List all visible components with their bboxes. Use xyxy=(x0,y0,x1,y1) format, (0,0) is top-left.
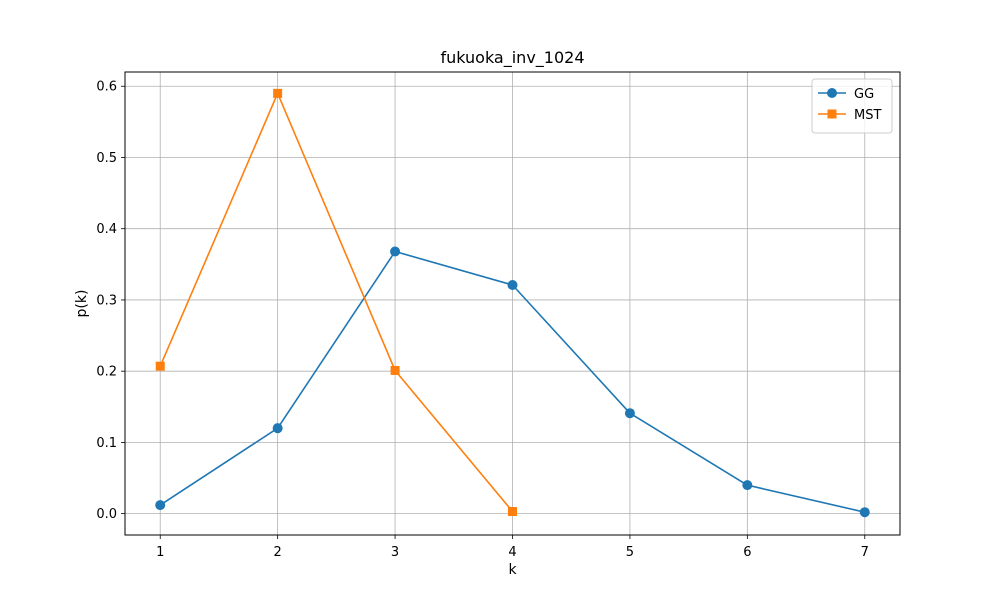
series-mst-line xyxy=(159,92,514,513)
axis-ticks: 1 2 3 4 5 6 7 0.0 0.1 0.2 0.3 0.4 0.5 0.6 xyxy=(96,80,869,560)
legend-item-mst: MST xyxy=(818,108,881,123)
mst-marker xyxy=(390,365,400,375)
legend-item-gg: GG xyxy=(818,87,874,102)
y-axis-label: p(k) xyxy=(74,290,90,318)
gg-marker xyxy=(272,423,283,434)
x-tick-label: 7 xyxy=(861,545,869,560)
grid xyxy=(125,72,900,535)
series-gg xyxy=(155,246,870,518)
y-tick-label: 0.0 xyxy=(96,507,117,522)
series-layer xyxy=(155,88,870,518)
gg-marker xyxy=(507,279,518,290)
gg-marker xyxy=(742,480,753,491)
x-axis-label: k xyxy=(508,562,517,578)
legend: GG MST xyxy=(811,78,893,134)
gg-marker xyxy=(624,408,635,419)
y-tick-label: 0.1 xyxy=(96,436,117,451)
chart-title: fukuoka_inv_1024 xyxy=(440,48,584,68)
y-tick-label: 0.5 xyxy=(96,151,117,166)
x-tick-label: 1 xyxy=(156,545,164,560)
series-mst xyxy=(155,88,517,516)
gg-marker xyxy=(827,88,837,98)
mst-marker xyxy=(273,88,283,98)
x-tick-label: 6 xyxy=(743,545,751,560)
mst-marker xyxy=(155,361,165,371)
y-tick-label: 0.4 xyxy=(96,222,117,237)
mst-marker xyxy=(827,109,837,119)
gg-marker xyxy=(390,246,401,257)
x-tick-label: 5 xyxy=(626,545,634,560)
gg-marker xyxy=(859,507,870,518)
y-tick-label: 0.2 xyxy=(96,365,117,380)
legend-label: GG xyxy=(854,87,874,102)
x-tick-label: 2 xyxy=(274,545,282,560)
legend-box xyxy=(811,78,893,134)
y-tick-label: 0.6 xyxy=(96,80,117,95)
legend-label: MST xyxy=(854,108,881,123)
gg-marker xyxy=(155,500,166,511)
x-tick-label: 4 xyxy=(508,545,516,560)
x-tick-label: 3 xyxy=(391,545,399,560)
y-tick-label: 0.3 xyxy=(96,293,117,308)
mst-marker xyxy=(508,506,517,516)
